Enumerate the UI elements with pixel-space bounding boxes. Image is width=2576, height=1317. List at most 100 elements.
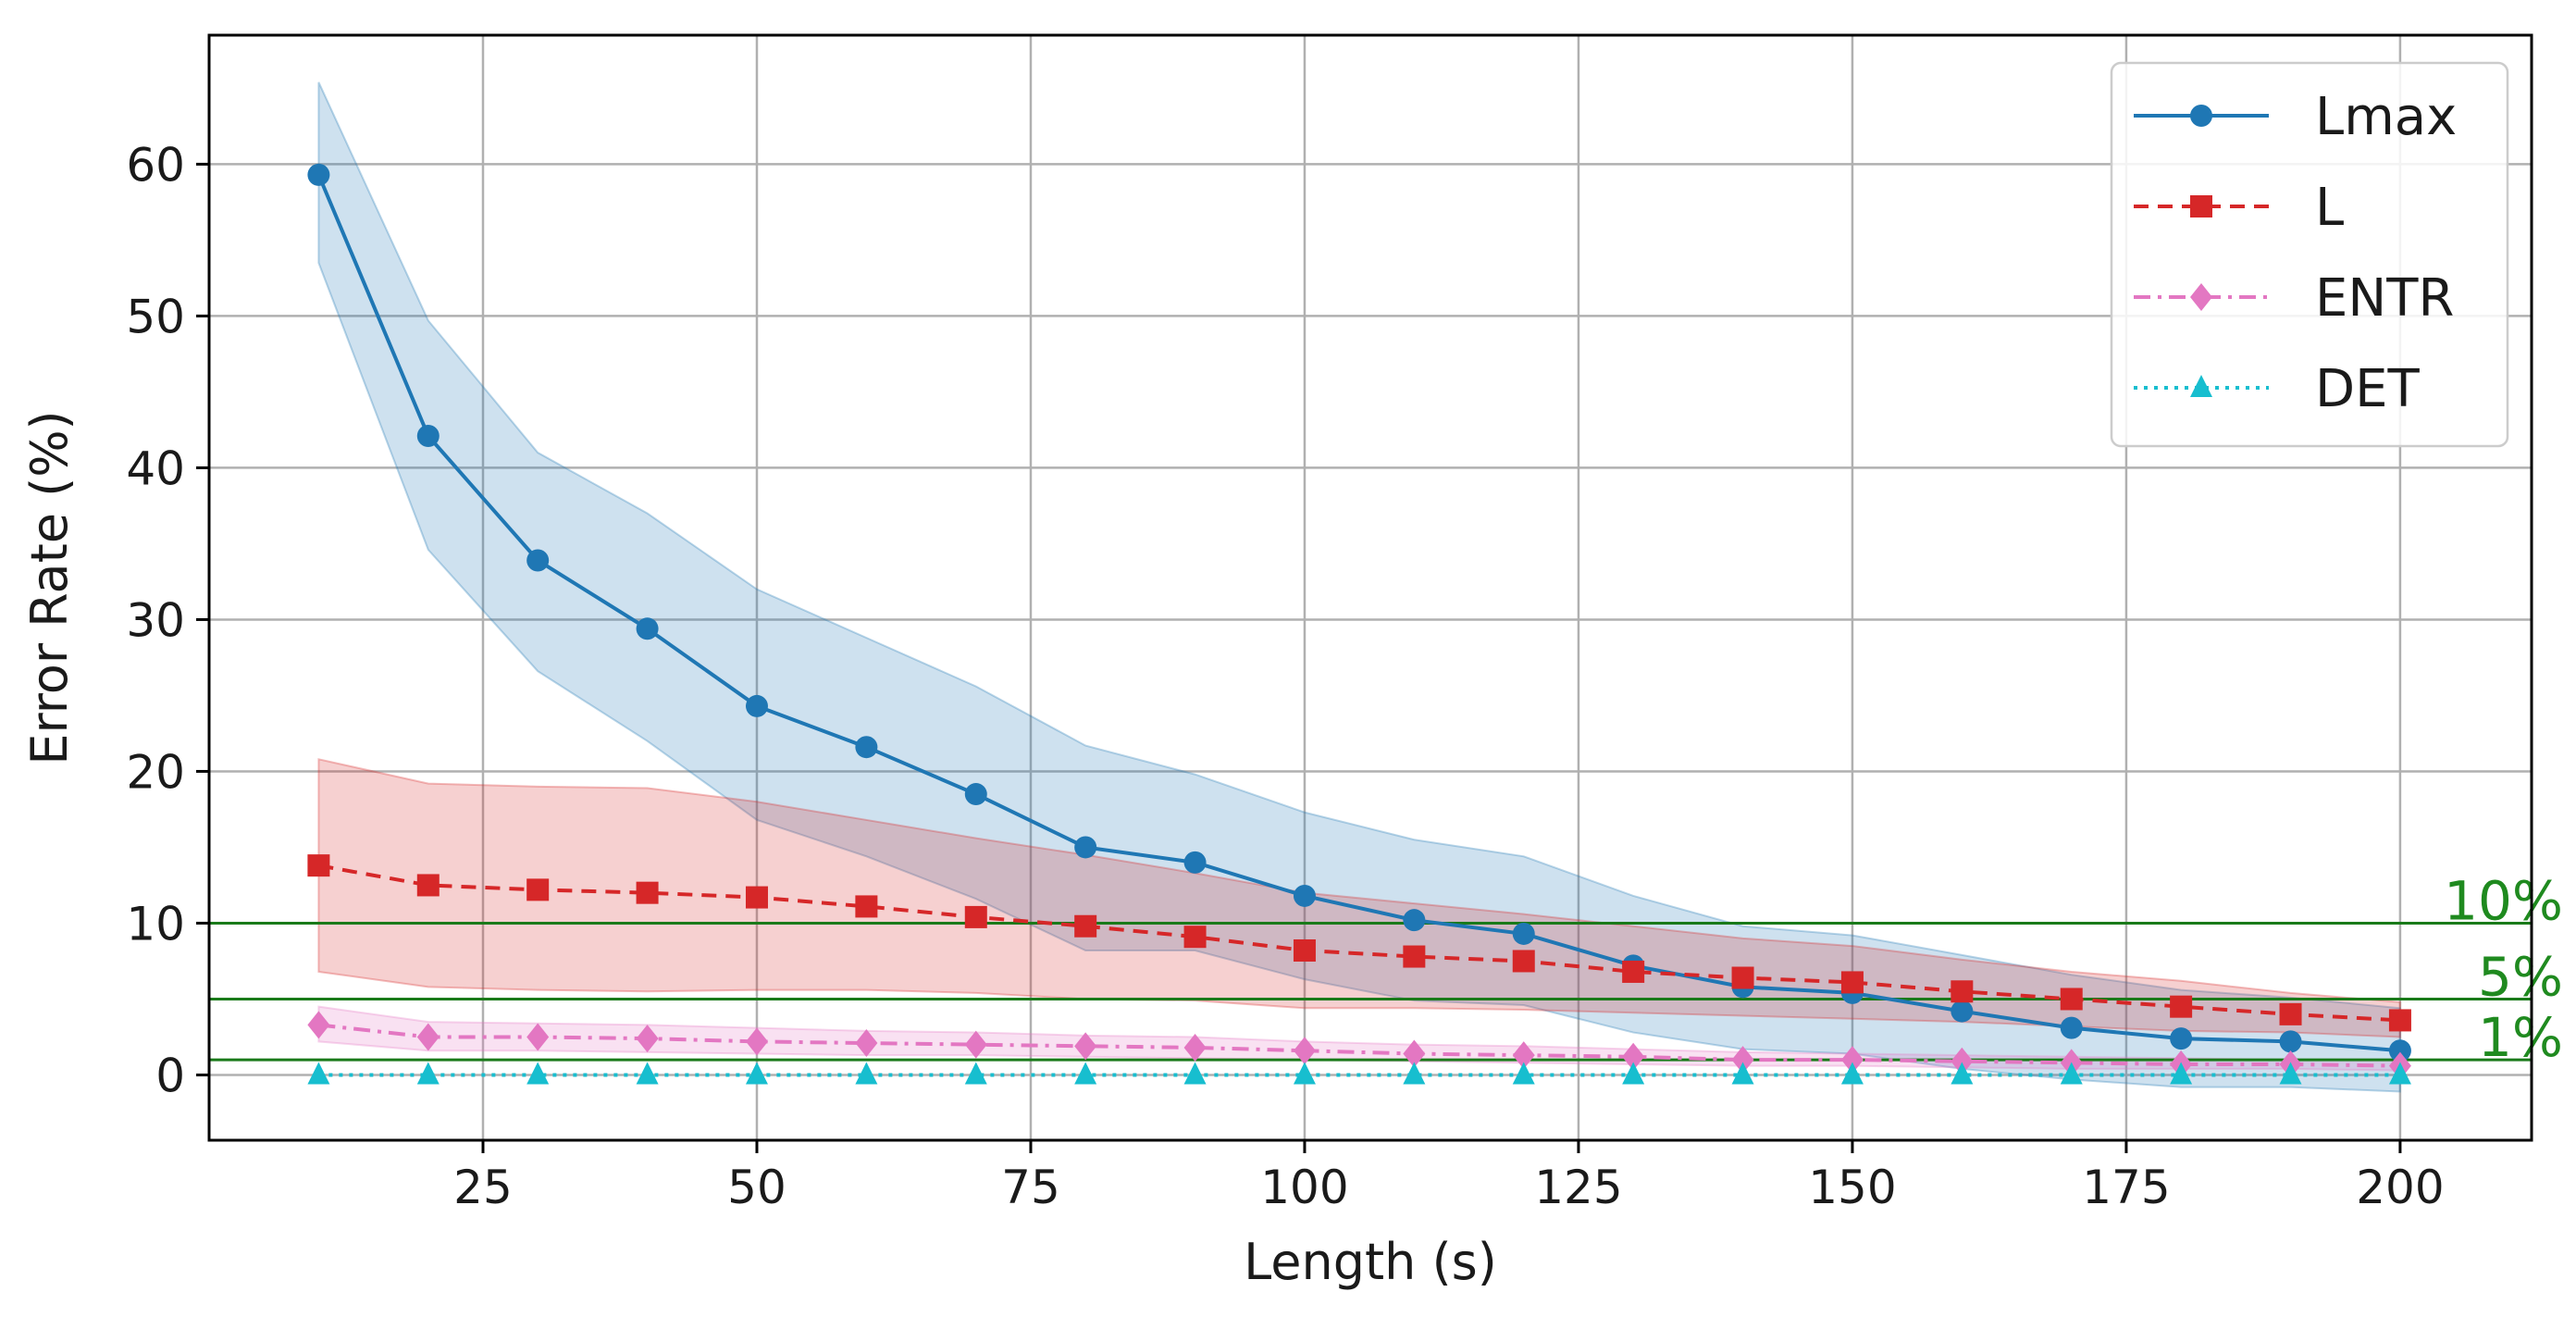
series-l — [307, 854, 2411, 1032]
data-point-l — [2170, 995, 2193, 1018]
data-point-det — [964, 1062, 987, 1085]
data-point-entr — [1403, 1039, 1426, 1068]
data-point-l — [636, 881, 659, 904]
data-point-l — [1183, 926, 1207, 949]
x-tick-label: 50 — [727, 1161, 786, 1214]
data-point-entr — [1622, 1042, 1645, 1071]
series-lines — [307, 163, 2411, 1085]
data-point-lmax — [2279, 1030, 2302, 1053]
data-point-det — [2279, 1062, 2302, 1085]
data-point-det — [1074, 1062, 1097, 1085]
confidence-bands — [317, 81, 2401, 1093]
x-tick-label: 100 — [1260, 1161, 1348, 1214]
data-point-det — [2060, 1062, 2083, 1085]
data-point-entr — [1840, 1046, 1864, 1075]
data-point-l — [1512, 950, 1535, 973]
data-point-l — [1074, 914, 1097, 938]
data-point-entr — [307, 1011, 330, 1039]
data-point-l — [2388, 1009, 2411, 1032]
data-point-det — [1622, 1062, 1645, 1085]
data-point-l — [855, 895, 878, 918]
data-point-det — [307, 1062, 330, 1085]
data-point-det — [1951, 1062, 1974, 1085]
data-point-lmax — [1293, 884, 1316, 907]
series-line-l — [318, 864, 2401, 1023]
x-tick-label: 175 — [2082, 1161, 2170, 1214]
data-point-lmax — [416, 424, 440, 447]
data-point-entr — [636, 1025, 659, 1053]
data-point-entr — [1731, 1046, 1754, 1075]
data-point-l — [526, 878, 550, 901]
x-tick-label: 150 — [1808, 1161, 1896, 1214]
data-point-l — [2279, 1002, 2302, 1025]
data-point-entr — [1183, 1033, 1207, 1062]
y-tick-label: 50 — [126, 290, 185, 343]
legend-marker-l — [2190, 195, 2212, 217]
data-point-entr — [964, 1030, 987, 1059]
data-point-det — [526, 1062, 550, 1085]
data-point-det — [855, 1062, 878, 1085]
data-point-l — [307, 854, 330, 877]
ref-label-10%: 10% — [2444, 869, 2563, 932]
data-point-det — [2170, 1062, 2193, 1085]
data-point-lmax — [526, 549, 550, 572]
data-point-det — [1183, 1062, 1207, 1085]
y-tick-label: 0 — [155, 1049, 185, 1102]
y-tick-label: 60 — [126, 138, 185, 192]
data-point-lmax — [964, 783, 987, 806]
data-point-lmax — [1951, 1000, 1974, 1023]
data-point-det — [1731, 1062, 1754, 1085]
data-point-lmax — [2170, 1027, 2193, 1050]
band-l — [317, 758, 2401, 1038]
data-point-lmax — [1183, 851, 1207, 874]
legend: Lmax L ENTR DET — [2110, 61, 2509, 448]
data-point-l — [745, 886, 768, 909]
y-tick-label: 20 — [126, 745, 185, 799]
data-point-det — [2388, 1062, 2411, 1085]
data-point-entr — [855, 1029, 878, 1058]
series-line-lmax — [316, 174, 2401, 1053]
series-entr — [307, 1011, 2411, 1080]
legend-marker-det — [2190, 375, 2212, 397]
data-point-det — [1512, 1062, 1535, 1085]
legend-label-lmax: Lmax — [2315, 87, 2457, 147]
legend-marker-entr — [2190, 283, 2212, 311]
data-point-entr — [526, 1023, 550, 1051]
data-point-l — [1293, 938, 1316, 962]
data-point-l — [1840, 971, 1864, 994]
x-tick-label: 75 — [1001, 1161, 1060, 1214]
data-point-entr — [1293, 1037, 1316, 1065]
data-point-l — [964, 905, 987, 928]
data-point-entr — [1074, 1032, 1097, 1061]
legend-label-det: DET — [2315, 359, 2421, 419]
y-tick-label: 30 — [126, 593, 185, 647]
data-point-lmax — [1074, 836, 1097, 859]
x-tick-label: 125 — [1534, 1161, 1622, 1214]
data-point-lmax — [1512, 922, 1535, 945]
ref-label-1%: 1% — [2478, 1006, 2563, 1069]
y-axis-title: Error Rate (%) — [20, 410, 79, 764]
data-point-lmax — [745, 694, 768, 717]
data-point-det — [1840, 1062, 1864, 1085]
data-point-entr — [1512, 1041, 1535, 1070]
data-point-lmax — [2060, 1016, 2083, 1039]
series-lmax — [307, 163, 2411, 1062]
data-point-lmax — [636, 617, 659, 640]
data-point-lmax — [307, 163, 330, 186]
data-point-entr — [416, 1023, 440, 1051]
legend-label-entr: ENTR — [2315, 268, 2454, 329]
data-point-l — [1622, 960, 1645, 983]
data-point-det — [416, 1062, 440, 1085]
y-tick-label: 10 — [126, 897, 185, 950]
data-point-l — [2060, 988, 2083, 1011]
data-point-det — [745, 1062, 768, 1085]
data-point-lmax — [2388, 1039, 2411, 1062]
data-point-l — [416, 874, 440, 897]
series-det — [307, 1062, 2411, 1085]
legend-box — [2110, 61, 2509, 448]
data-point-l — [1731, 966, 1754, 989]
data-point-entr — [745, 1027, 768, 1056]
x-axis-title: Length (s) — [1244, 1233, 1497, 1291]
